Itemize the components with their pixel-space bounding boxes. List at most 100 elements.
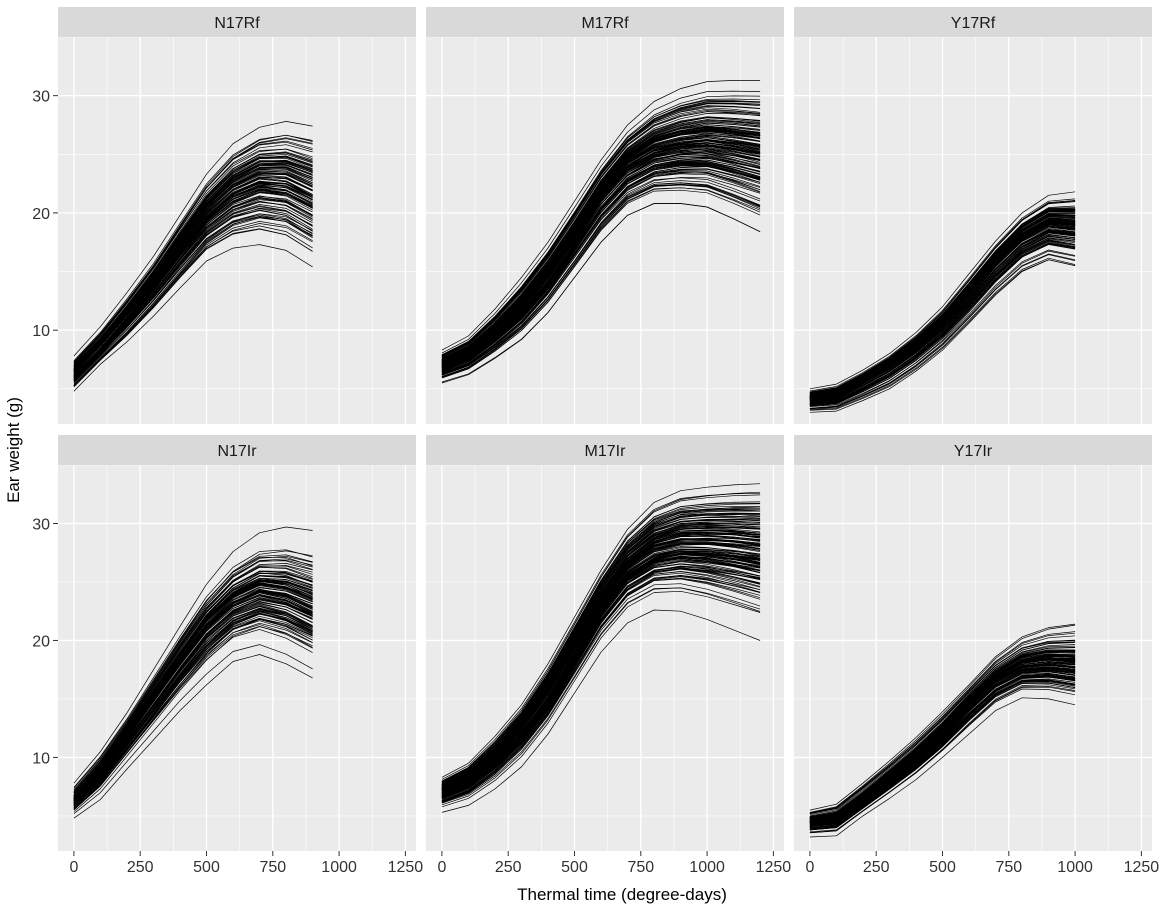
x-tick-label: 750 bbox=[259, 859, 286, 876]
x-tick-label: 750 bbox=[995, 859, 1022, 876]
series-line bbox=[441, 98, 761, 357]
series-line bbox=[441, 162, 761, 370]
x-tick-label: 750 bbox=[627, 859, 654, 876]
series-line bbox=[441, 182, 761, 376]
strip-background bbox=[794, 435, 1152, 465]
series-line bbox=[809, 200, 1076, 393]
series-line bbox=[809, 624, 1076, 813]
series-line bbox=[809, 230, 1076, 403]
series-line bbox=[441, 90, 761, 354]
series-line bbox=[73, 160, 313, 369]
series-line bbox=[809, 658, 1076, 823]
series-line bbox=[73, 191, 313, 380]
series-line bbox=[73, 620, 313, 808]
series-line bbox=[441, 609, 761, 813]
series-line bbox=[73, 654, 313, 819]
series-line bbox=[441, 147, 761, 368]
panel-y17ir: Y17Ir bbox=[794, 435, 1152, 851]
series-line bbox=[809, 651, 1076, 819]
series-line bbox=[809, 259, 1076, 413]
x-tick-label: 250 bbox=[495, 859, 522, 876]
series-line bbox=[73, 244, 313, 392]
x-tick-label: 1250 bbox=[388, 859, 424, 876]
series-line bbox=[441, 116, 761, 360]
y-tick-label: 10 bbox=[32, 323, 50, 340]
series-line bbox=[809, 659, 1076, 820]
series-line bbox=[73, 186, 313, 376]
series-line bbox=[809, 667, 1076, 822]
series-line bbox=[73, 612, 313, 806]
series-lines bbox=[73, 121, 313, 392]
series-line bbox=[73, 526, 313, 784]
series-lines bbox=[809, 623, 1076, 838]
panel-m17ir: M17Ir bbox=[426, 435, 784, 851]
strip-background bbox=[426, 435, 784, 465]
series-line bbox=[73, 607, 313, 806]
x-tick-label: 1250 bbox=[756, 859, 792, 876]
x-tick-label: 1000 bbox=[321, 859, 357, 876]
x-tick-label: 1000 bbox=[689, 859, 725, 876]
x-tick-label: 250 bbox=[127, 859, 154, 876]
series-line bbox=[441, 571, 761, 800]
series-line bbox=[441, 109, 761, 358]
series-line bbox=[73, 191, 313, 378]
strip-label: M17Rf bbox=[581, 15, 629, 32]
y-tick-label: 10 bbox=[32, 750, 50, 767]
series-line bbox=[809, 662, 1076, 823]
panel-background bbox=[58, 465, 416, 851]
series-line bbox=[809, 684, 1076, 833]
series-line bbox=[73, 182, 313, 375]
x-tick-label: 1000 bbox=[1057, 859, 1093, 876]
x-axis-title: Thermal time (degree-days) bbox=[517, 885, 727, 904]
series-line bbox=[441, 538, 761, 790]
series-line bbox=[441, 543, 761, 792]
series-line bbox=[73, 579, 313, 797]
series-line bbox=[73, 156, 313, 369]
panel-n17ir: N17Ir bbox=[58, 435, 416, 851]
series-lines bbox=[441, 483, 761, 813]
x-tick-label: 500 bbox=[193, 859, 220, 876]
series-line bbox=[809, 218, 1076, 398]
series-line bbox=[441, 509, 761, 782]
series-line bbox=[441, 172, 761, 376]
series-line bbox=[809, 253, 1076, 409]
series-line bbox=[73, 565, 313, 793]
series-line bbox=[441, 548, 761, 793]
series-line bbox=[809, 240, 1076, 406]
series-line bbox=[809, 243, 1076, 409]
series-line bbox=[441, 126, 761, 363]
series-line bbox=[73, 583, 313, 799]
series-line bbox=[73, 644, 313, 814]
series-line bbox=[73, 582, 313, 797]
strip-label: N17Ir bbox=[217, 443, 257, 460]
series-line bbox=[441, 583, 761, 803]
x-tick-label: 500 bbox=[929, 859, 956, 876]
series-line bbox=[809, 198, 1076, 392]
series-line bbox=[73, 134, 313, 364]
strip-background bbox=[794, 7, 1152, 37]
series-line bbox=[809, 668, 1076, 823]
series-line bbox=[73, 572, 313, 794]
y-axis: 10 20 30 10 20 30 bbox=[32, 89, 58, 767]
series-line bbox=[809, 664, 1076, 821]
series-line bbox=[441, 101, 761, 358]
x-tick-label: 500 bbox=[561, 859, 588, 876]
y-tick-label: 30 bbox=[32, 516, 50, 533]
series-line bbox=[441, 532, 761, 788]
series-line bbox=[441, 492, 761, 780]
series-line bbox=[441, 571, 761, 799]
series-line bbox=[441, 514, 761, 783]
series-line bbox=[73, 590, 313, 804]
series-line bbox=[809, 249, 1076, 408]
series-line bbox=[441, 559, 761, 797]
series-line bbox=[809, 227, 1076, 400]
series-line bbox=[441, 189, 761, 379]
series-line bbox=[441, 177, 761, 378]
series-line bbox=[441, 187, 761, 378]
series-line bbox=[809, 208, 1076, 395]
strip-label: Y17Ir bbox=[954, 443, 993, 460]
series-line bbox=[441, 129, 761, 364]
panel-n17rf: N17Rf bbox=[58, 7, 416, 424]
series-line bbox=[441, 590, 761, 808]
series-line bbox=[73, 177, 313, 373]
